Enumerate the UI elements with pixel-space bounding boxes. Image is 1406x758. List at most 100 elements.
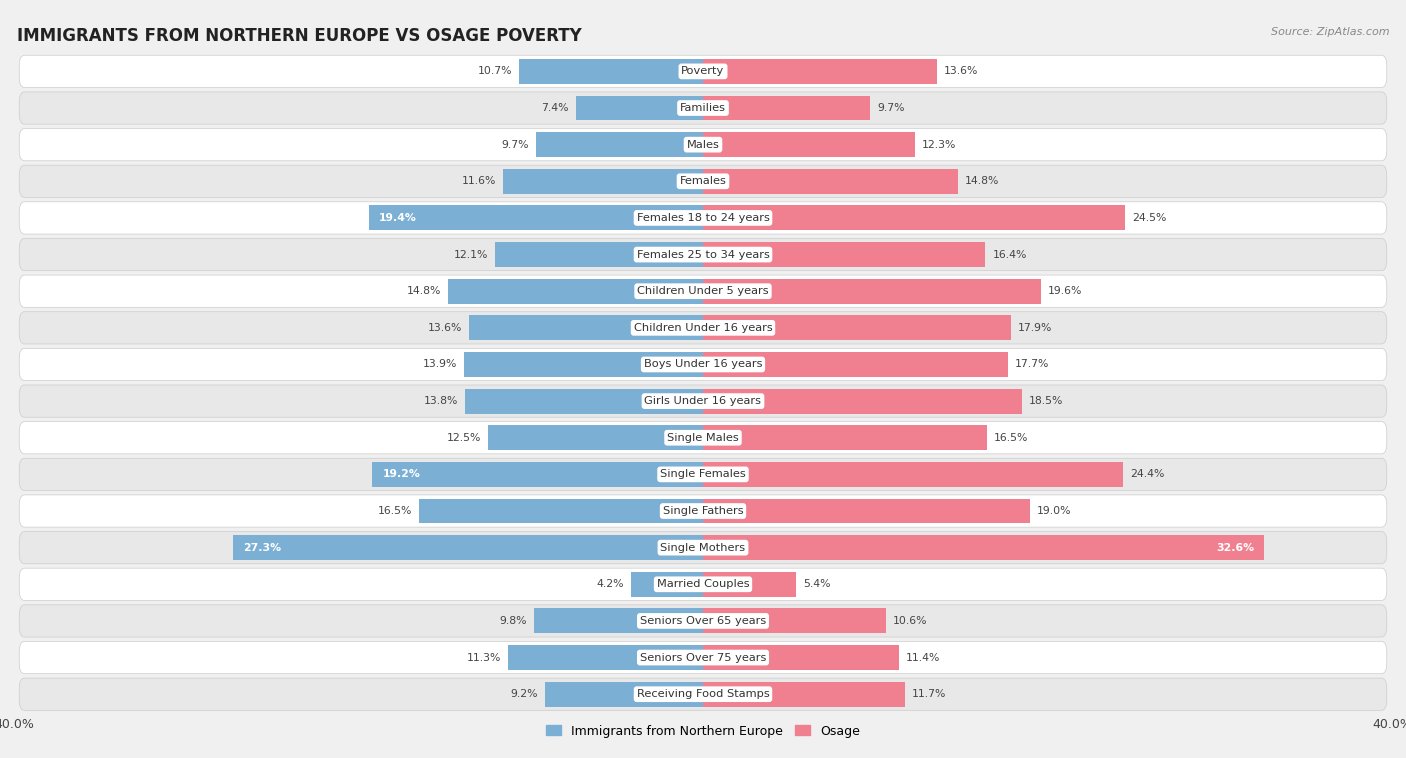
FancyBboxPatch shape [20, 275, 1386, 307]
Text: 19.0%: 19.0% [1038, 506, 1071, 516]
Text: Families: Families [681, 103, 725, 113]
Legend: Immigrants from Northern Europe, Osage: Immigrants from Northern Europe, Osage [541, 719, 865, 743]
Text: 11.6%: 11.6% [463, 177, 496, 186]
Bar [703, 499, 1031, 524]
FancyBboxPatch shape [20, 202, 1386, 234]
Text: 9.7%: 9.7% [502, 139, 529, 149]
FancyBboxPatch shape [20, 312, 1386, 344]
Bar [703, 59, 938, 84]
Text: 14.8%: 14.8% [406, 287, 441, 296]
Bar [703, 425, 987, 450]
Text: 16.5%: 16.5% [994, 433, 1028, 443]
Text: 12.3%: 12.3% [922, 139, 956, 149]
Text: 11.3%: 11.3% [467, 653, 502, 662]
Bar [419, 499, 703, 524]
Bar [631, 572, 703, 597]
FancyBboxPatch shape [20, 421, 1386, 454]
Text: 19.6%: 19.6% [1047, 287, 1081, 296]
Text: 19.4%: 19.4% [380, 213, 418, 223]
Bar [536, 132, 703, 157]
Bar [233, 535, 703, 560]
Text: 5.4%: 5.4% [803, 579, 831, 589]
Text: Single Mothers: Single Mothers [661, 543, 745, 553]
Bar [703, 242, 986, 267]
Text: 7.4%: 7.4% [541, 103, 568, 113]
Text: 17.7%: 17.7% [1015, 359, 1049, 369]
Text: 32.6%: 32.6% [1216, 543, 1254, 553]
Text: 13.6%: 13.6% [945, 67, 979, 77]
Text: 27.3%: 27.3% [243, 543, 281, 553]
Bar [465, 389, 703, 414]
Text: 9.7%: 9.7% [877, 103, 904, 113]
Text: 10.7%: 10.7% [477, 67, 512, 77]
Text: 14.8%: 14.8% [965, 177, 1000, 186]
Text: 18.5%: 18.5% [1029, 396, 1063, 406]
Text: Children Under 16 years: Children Under 16 years [634, 323, 772, 333]
Bar [468, 315, 703, 340]
Text: 9.2%: 9.2% [510, 689, 537, 699]
Text: 17.9%: 17.9% [1018, 323, 1053, 333]
FancyBboxPatch shape [20, 531, 1386, 564]
Bar [575, 96, 703, 121]
FancyBboxPatch shape [20, 568, 1386, 600]
Bar [544, 681, 703, 706]
Text: Seniors Over 65 years: Seniors Over 65 years [640, 616, 766, 626]
Bar [703, 132, 915, 157]
Text: 12.5%: 12.5% [447, 433, 481, 443]
Bar [703, 609, 886, 634]
Bar [519, 59, 703, 84]
Bar [703, 389, 1022, 414]
FancyBboxPatch shape [20, 385, 1386, 417]
FancyBboxPatch shape [20, 459, 1386, 490]
Bar [464, 352, 703, 377]
Text: Single Males: Single Males [666, 433, 740, 443]
Text: Males: Males [686, 139, 720, 149]
FancyBboxPatch shape [20, 92, 1386, 124]
Bar [703, 169, 957, 194]
FancyBboxPatch shape [20, 605, 1386, 637]
Text: 4.2%: 4.2% [596, 579, 624, 589]
Text: 13.8%: 13.8% [425, 396, 458, 406]
Text: 24.5%: 24.5% [1132, 213, 1166, 223]
Text: Girls Under 16 years: Girls Under 16 years [644, 396, 762, 406]
Text: Married Couples: Married Couples [657, 579, 749, 589]
Bar [703, 279, 1040, 304]
Text: 12.1%: 12.1% [453, 249, 488, 259]
Bar [703, 572, 796, 597]
FancyBboxPatch shape [20, 239, 1386, 271]
Text: Receiving Food Stamps: Receiving Food Stamps [637, 689, 769, 699]
Text: 11.4%: 11.4% [907, 653, 941, 662]
Bar [703, 681, 904, 706]
Text: 13.6%: 13.6% [427, 323, 461, 333]
FancyBboxPatch shape [20, 349, 1386, 381]
Text: 16.4%: 16.4% [993, 249, 1026, 259]
Bar [449, 279, 703, 304]
Bar [509, 645, 703, 670]
Bar [703, 205, 1125, 230]
Text: 13.9%: 13.9% [422, 359, 457, 369]
Text: Boys Under 16 years: Boys Under 16 years [644, 359, 762, 369]
FancyBboxPatch shape [20, 495, 1386, 527]
Text: Seniors Over 75 years: Seniors Over 75 years [640, 653, 766, 662]
Text: Single Fathers: Single Fathers [662, 506, 744, 516]
Text: 24.4%: 24.4% [1130, 469, 1164, 479]
FancyBboxPatch shape [20, 678, 1386, 710]
Text: 16.5%: 16.5% [378, 506, 412, 516]
Text: 10.6%: 10.6% [893, 616, 927, 626]
FancyBboxPatch shape [20, 129, 1386, 161]
Text: Females 18 to 24 years: Females 18 to 24 years [637, 213, 769, 223]
FancyBboxPatch shape [20, 165, 1386, 197]
Text: 19.2%: 19.2% [382, 469, 420, 479]
FancyBboxPatch shape [20, 641, 1386, 674]
Bar [703, 315, 1011, 340]
Text: Single Females: Single Females [661, 469, 745, 479]
Text: IMMIGRANTS FROM NORTHERN EUROPE VS OSAGE POVERTY: IMMIGRANTS FROM NORTHERN EUROPE VS OSAGE… [17, 27, 582, 45]
FancyBboxPatch shape [20, 55, 1386, 87]
Bar [495, 242, 703, 267]
Text: Poverty: Poverty [682, 67, 724, 77]
Text: 9.8%: 9.8% [499, 616, 527, 626]
Bar [503, 169, 703, 194]
Text: 11.7%: 11.7% [911, 689, 946, 699]
Bar [703, 352, 1008, 377]
Bar [703, 462, 1123, 487]
